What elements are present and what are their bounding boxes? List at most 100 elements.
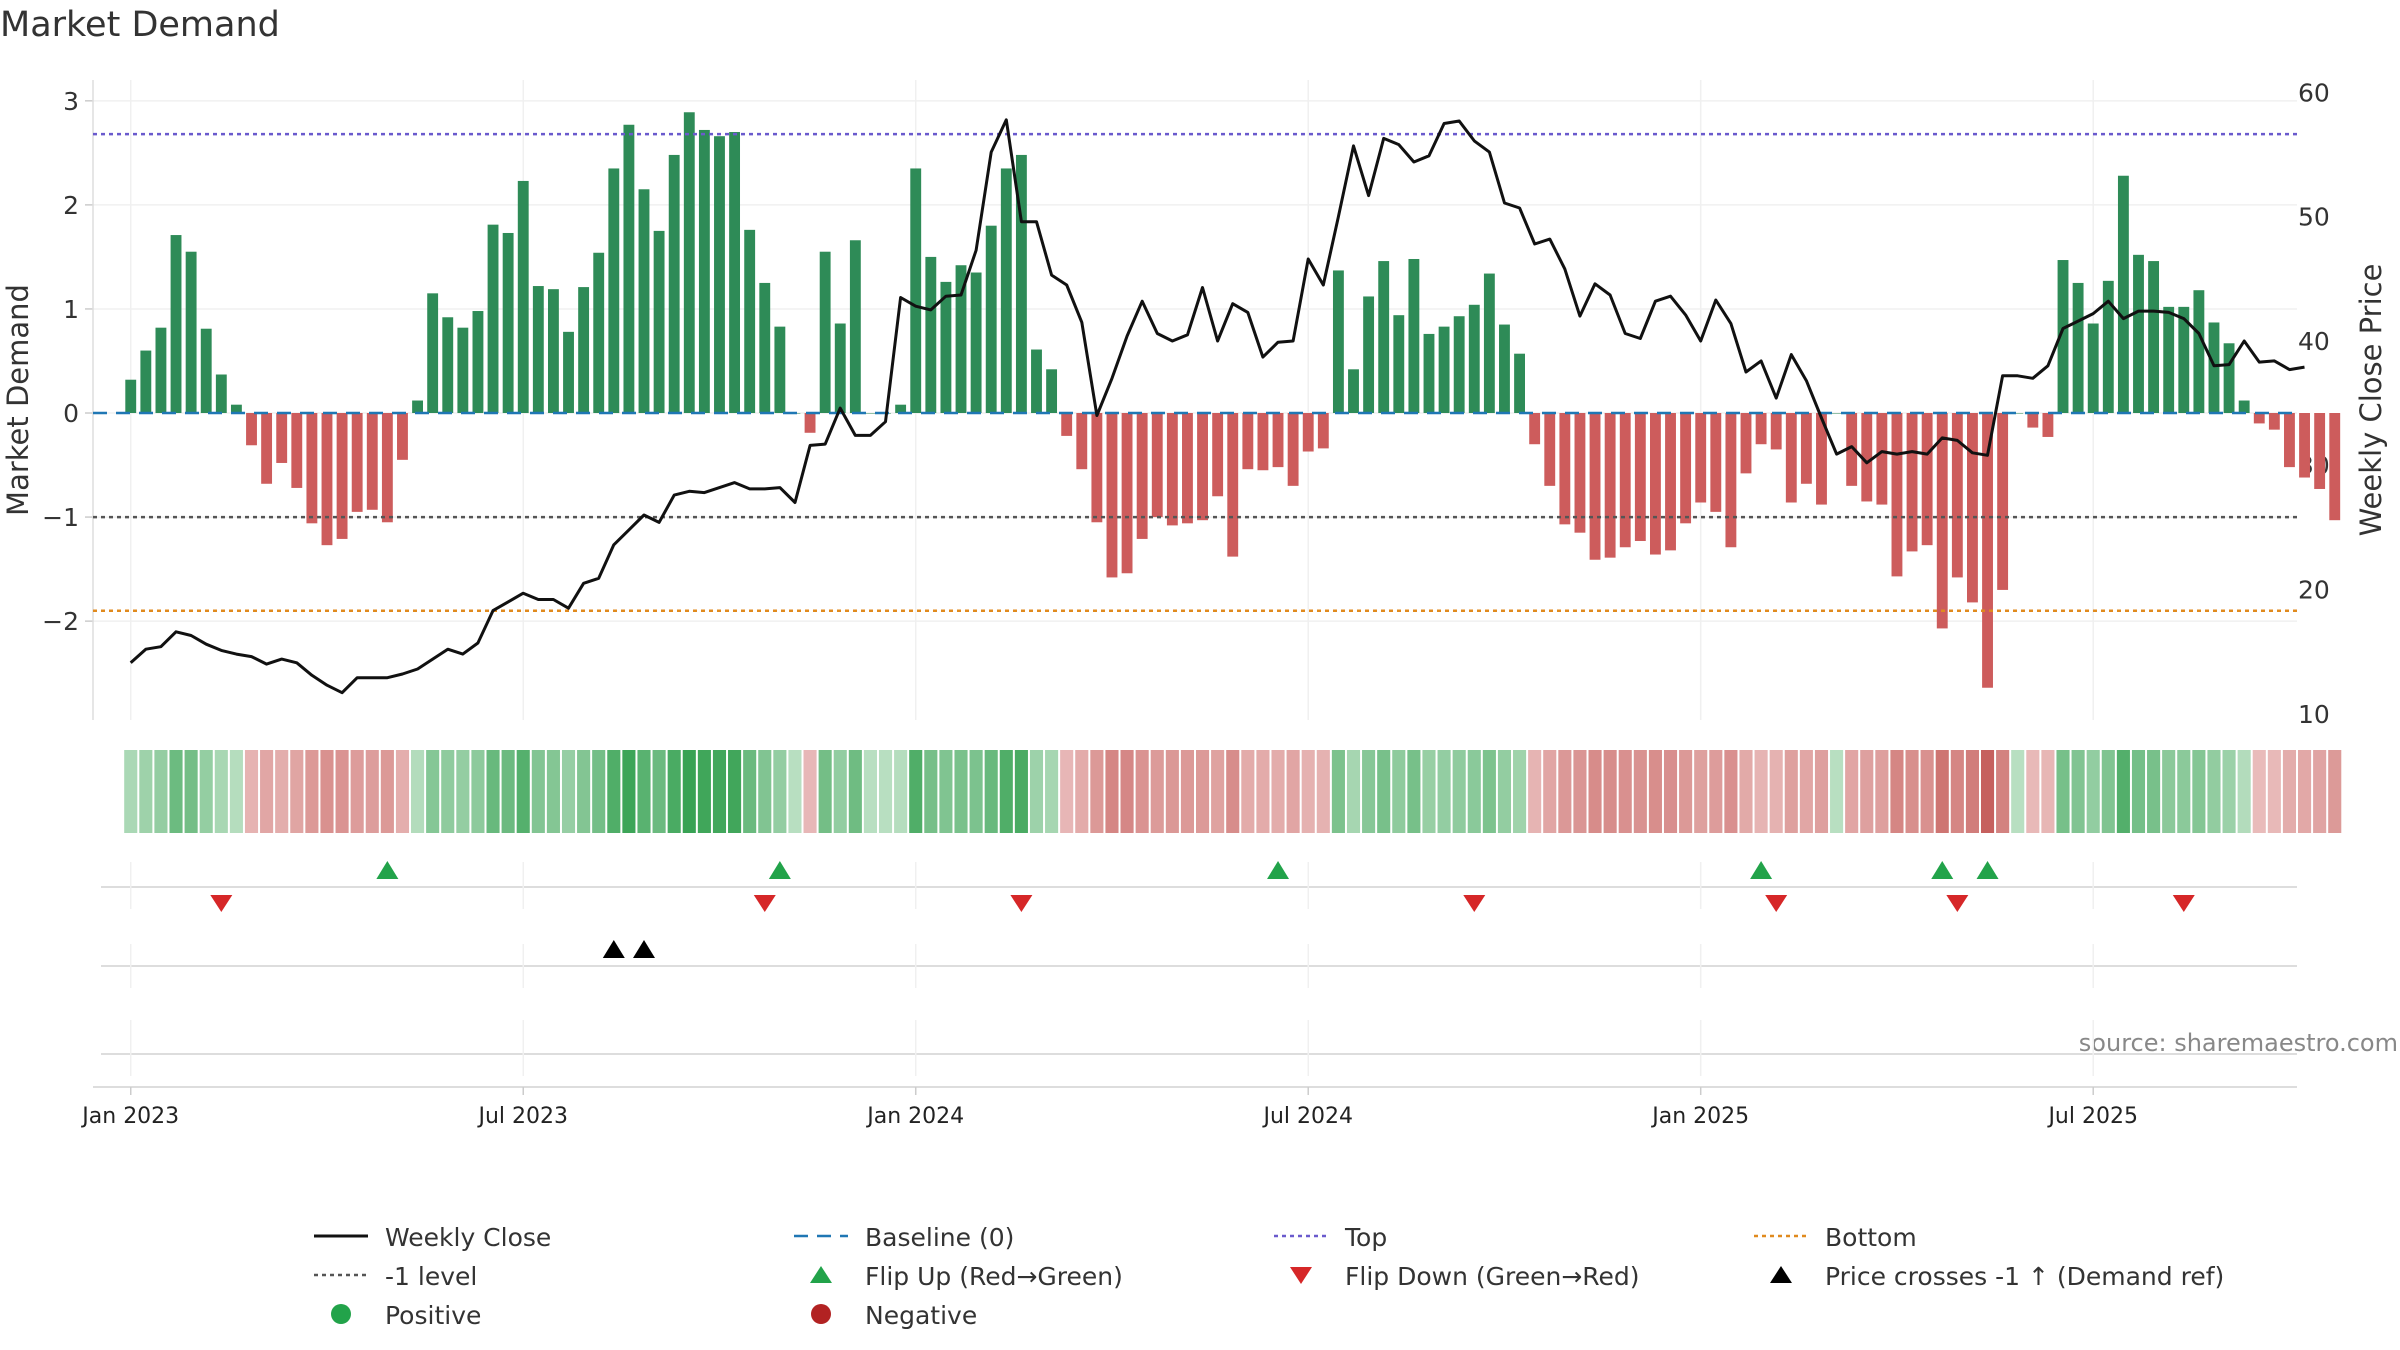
demand-bar: [1378, 261, 1390, 414]
demand-bar: [804, 413, 816, 433]
heat-cell: [244, 750, 259, 833]
heat-cell: [1286, 750, 1300, 833]
demand-bar: [246, 413, 257, 446]
heat-cell: [1679, 750, 1693, 833]
heat-cell: [1256, 750, 1270, 833]
weekly-close-layer: [129, 118, 2305, 695]
heat-cell: [365, 750, 379, 833]
legend: Weekly Close Baseline (0) Top Bottom -1 leve…: [314, 1223, 2224, 1330]
heat-cell: [486, 750, 500, 833]
demand-bar: [1831, 413, 1843, 414]
heat-cell: [124, 750, 138, 833]
heat-cell: [1648, 750, 1662, 833]
demand-bar: [2163, 306, 2175, 414]
demand-bar: [336, 413, 348, 539]
demand-bar: [623, 124, 635, 414]
demand-bar: [155, 327, 167, 414]
demand-bar: [2299, 413, 2310, 478]
demand-bars: [125, 112, 2341, 688]
heat-cell: [2298, 750, 2312, 833]
demand-bar: [1363, 296, 1375, 414]
y2-tick-label: 40: [2298, 327, 2330, 356]
demand-bar: [170, 235, 182, 414]
heat-cell: [380, 750, 394, 833]
demand-bar: [2027, 413, 2039, 428]
heat-cell: [1482, 750, 1496, 833]
legend-label: -1 level: [385, 1262, 477, 1291]
demand-bar: [2072, 282, 2084, 414]
heat-cell: [260, 750, 274, 833]
demand-bar: [2133, 254, 2144, 414]
heat-cell: [2026, 750, 2040, 833]
heat-cell: [1558, 750, 1572, 833]
legend-swatch-price-cross: [1770, 1266, 1792, 1283]
demand-bar: [1876, 413, 1888, 505]
demand-bar: [1951, 413, 1963, 578]
heat-cell: [803, 750, 817, 833]
heat-cell: [984, 750, 998, 833]
heat-cell: [2237, 750, 2251, 833]
legend-label: Flip Up (Red→Green): [865, 1262, 1123, 1291]
legend-label: Weekly Close: [385, 1223, 551, 1252]
demand-bar: [955, 265, 967, 414]
heat-cell: [1543, 750, 1557, 833]
demand-bar: [940, 281, 952, 414]
heat-cell: [1180, 750, 1194, 833]
heat-cell: [773, 750, 787, 833]
demand-bar: [487, 224, 499, 414]
demand-bar: [1785, 413, 1797, 503]
heat-cell: [652, 750, 666, 833]
demand-bar: [638, 189, 650, 414]
demand-bar: [1544, 413, 1556, 486]
demand-bar: [2284, 413, 2295, 468]
heat-cell: [712, 750, 727, 833]
heat-cell: [1377, 750, 1391, 833]
demand-bar: [1725, 413, 1737, 548]
heat-cell: [2056, 750, 2070, 833]
heat-cell: [1226, 750, 1240, 833]
heat-cell: [350, 750, 364, 833]
demand-bar: [653, 230, 665, 414]
heat-cell: [2147, 750, 2161, 833]
demand-bar: [608, 168, 620, 414]
demand-bar: [427, 293, 439, 414]
demand-bar: [2329, 413, 2341, 521]
demand-bar: [1242, 413, 1254, 470]
legend-label: Negative: [865, 1301, 977, 1330]
heat-cell: [1739, 750, 1753, 833]
demand-bar: [849, 240, 861, 414]
x-tick-label: Jul 2025: [2046, 1104, 2138, 1129]
demand-bar: [1061, 413, 1073, 436]
demand-bar: [2102, 280, 2114, 414]
flip-up-marker: [1750, 861, 1773, 879]
heat-cell: [154, 750, 168, 833]
heat-cell: [335, 750, 349, 833]
demand-bar: [1121, 413, 1133, 574]
flip-down-marker: [1463, 895, 1486, 912]
demand-bar: [532, 286, 544, 414]
source-label: source: sharemaestro.com: [2079, 1029, 2398, 1057]
y2-axis-label: Weekly Close Price: [2354, 264, 2388, 537]
heat-cell: [1045, 750, 1059, 833]
heat-cell: [516, 750, 530, 833]
demand-bar: [2223, 343, 2235, 414]
heat-cell: [2328, 750, 2342, 833]
heat-cell: [1784, 750, 1798, 833]
demand-bar: [215, 374, 227, 414]
y2-tick-label: 10: [2298, 700, 2330, 729]
heat-cell: [1875, 750, 1889, 833]
heat-cell: [939, 750, 953, 833]
demand-bar: [351, 413, 363, 512]
heat-cell: [441, 750, 455, 833]
heat-cell: [2101, 750, 2115, 833]
demand-bar: [910, 168, 922, 414]
demand-bar: [985, 225, 997, 414]
demand-bar: [1921, 413, 1933, 546]
demand-bar: [759, 282, 771, 414]
demand-bar: [668, 154, 680, 414]
demand-bar: [185, 251, 197, 414]
heat-cell: [924, 750, 938, 833]
demand-bar: [1031, 349, 1042, 414]
heat-cell: [1830, 750, 1844, 833]
heat-cell: [1090, 750, 1104, 833]
